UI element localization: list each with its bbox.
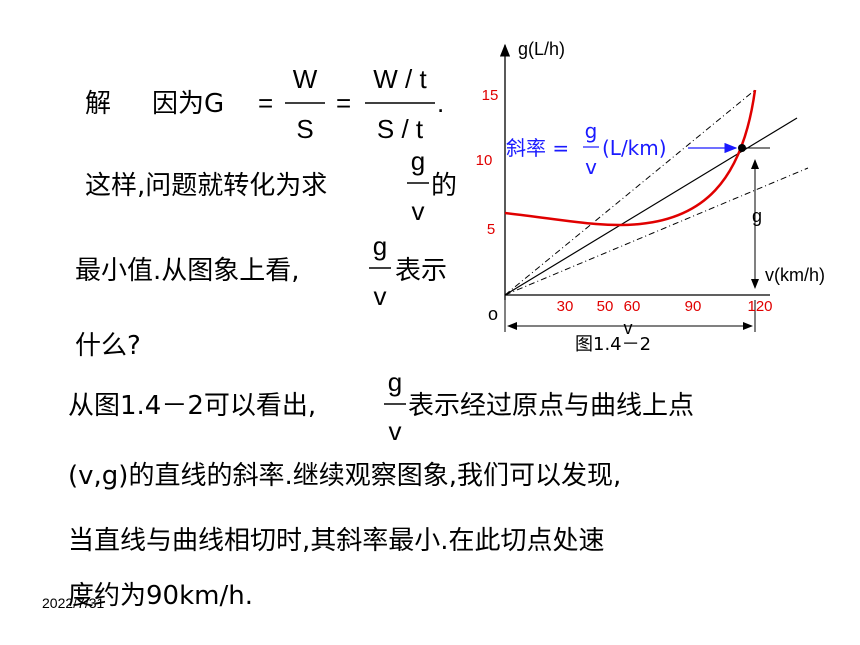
dashdot-line xyxy=(504,89,756,296)
text: . xyxy=(437,88,444,118)
slope-unit: (L/km) xyxy=(602,136,667,160)
y-tick: 15 xyxy=(482,87,499,104)
text: = xyxy=(258,88,273,118)
text: 度约为90km/h. xyxy=(68,581,253,611)
text: 当直线与曲线相切时,其斜率最小.在此切点处速 xyxy=(68,526,605,556)
fraction-num: g xyxy=(388,367,402,397)
y-tick: 5 xyxy=(487,221,495,238)
caption: 图1.4－2 xyxy=(575,334,651,355)
v-label: v xyxy=(624,318,633,338)
date: 2022/7/31 xyxy=(42,595,104,611)
y-tick: 10 xyxy=(476,152,493,169)
text: 这样,问题就转化为求 xyxy=(85,171,327,201)
x-tick: 120 xyxy=(747,298,772,315)
slope-den: v xyxy=(585,155,597,179)
fraction-den: S xyxy=(296,114,313,144)
g-label: g xyxy=(752,206,762,226)
curve xyxy=(504,89,757,227)
text: (v,g)的直线的斜率.继续观察图象,我们可以发现, xyxy=(68,461,621,491)
x-tick: 50 xyxy=(597,298,614,315)
origin: o xyxy=(488,304,498,324)
x-tick: 90 xyxy=(685,298,702,315)
fraction-den: v xyxy=(412,196,425,226)
text: = xyxy=(336,88,351,118)
fraction-num: W / t xyxy=(373,64,427,94)
dashdot-line xyxy=(504,167,809,296)
fraction-num: g xyxy=(373,231,387,261)
text: 解 xyxy=(85,89,111,119)
x-label: v(km/h) xyxy=(765,265,825,285)
x-tick: 30 xyxy=(557,298,574,315)
x-tick: 60 xyxy=(624,298,641,315)
fraction-num: W xyxy=(293,64,318,94)
fraction-den: S / t xyxy=(377,114,424,144)
text: 从图1.4－2可以看出, xyxy=(68,391,316,421)
y-label: g(L/h) xyxy=(518,39,565,59)
slope-num: g xyxy=(585,119,598,143)
fraction-den: v xyxy=(374,281,387,311)
text: 什么? xyxy=(75,331,141,361)
text: 最小值.从图象上看, xyxy=(75,256,300,286)
text: 表示 xyxy=(395,256,447,286)
slope-text: 斜率 = xyxy=(506,136,569,160)
text: 表示经过原点与曲线上点 xyxy=(408,391,694,421)
figure: g(L/h) 15 10 5 o 30 50 60 90 120 v(km/h)… xyxy=(476,39,825,355)
fraction-den: v xyxy=(389,416,402,446)
text: 因为G xyxy=(152,89,224,119)
fraction-num: g xyxy=(411,146,425,176)
text: 的 xyxy=(431,171,457,201)
